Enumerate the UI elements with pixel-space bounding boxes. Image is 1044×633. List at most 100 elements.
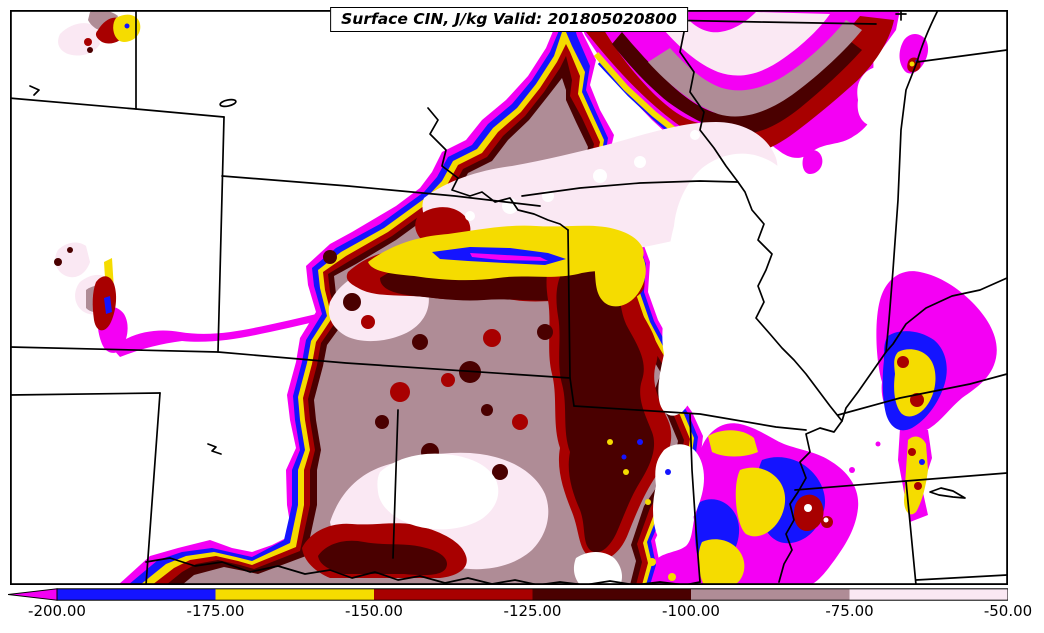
tn-spot: [897, 356, 909, 368]
east-yellow-lobe: [592, 237, 646, 307]
tn-tail-spot: [914, 482, 922, 490]
colorbar-outline: [56, 588, 1008, 601]
tn-tail-spot: [908, 448, 916, 456]
ar-drop1: [794, 494, 824, 532]
river-missouri: [427, 107, 569, 231]
border-ms-la: [915, 574, 1008, 581]
state-borders: [10, 10, 1008, 585]
border-ia-north: [659, 19, 877, 25]
outlying-features: [54, 10, 947, 585]
magenta-sliver: [470, 253, 548, 261]
map-canvas: [10, 10, 1008, 585]
white-central: [377, 453, 499, 530]
speck: [849, 467, 855, 473]
border-ky-tn: [837, 373, 1008, 416]
speck: [665, 469, 671, 475]
colorbar-segment: [215, 588, 374, 601]
colorbar-tick-label: -175.00: [186, 602, 245, 620]
spot: [492, 464, 508, 480]
border-nm-north: [10, 392, 161, 396]
spot: [483, 329, 501, 347]
small-lake: [219, 98, 237, 108]
river-ohio: [841, 277, 1008, 422]
co-crescent: [92, 276, 117, 331]
speck: [621, 454, 627, 460]
white-speck: [465, 211, 475, 221]
speck: [645, 499, 651, 505]
speck: [607, 439, 613, 445]
spot: [375, 415, 389, 429]
tn-spot: [910, 393, 924, 407]
speck: [668, 573, 676, 581]
ar-drop-core: [823, 517, 829, 523]
ar-yellow3: [708, 430, 758, 457]
border-co-north: [10, 97, 225, 118]
colorbar-segment: [849, 588, 1008, 601]
colorbar-segment: [532, 588, 691, 601]
colorbar-segment: [374, 588, 533, 601]
tn-tail-blue: [919, 459, 925, 465]
cin-white-holes: [377, 66, 906, 585]
co-dot: [54, 258, 62, 266]
colorbar-tick-label: -200.00: [28, 602, 86, 620]
colorbar: [8, 588, 1008, 601]
colorbar-tick-label: -100.00: [662, 602, 720, 620]
colorbar-tick-label: -75.00: [825, 602, 874, 620]
spot: [361, 315, 375, 329]
border-37n: [10, 346, 571, 379]
white-missouri-gap: [658, 153, 797, 416]
co-pale: [55, 242, 90, 278]
speck: [648, 558, 656, 566]
river-red: [145, 557, 701, 585]
spot: [390, 382, 410, 402]
lake-tip-blob-magenta: [899, 34, 929, 74]
white-speck: [690, 130, 700, 140]
ne-strip-pale-band: [664, 12, 830, 76]
border-tx-nm: [145, 392, 161, 585]
tn-tail-yellow: [904, 436, 928, 515]
white-speck: [634, 156, 646, 168]
border-mo-ar: [573, 405, 807, 431]
speck: [875, 441, 881, 447]
spot: [343, 293, 361, 311]
ar-yellow2: [698, 539, 745, 585]
plot-title-box: Surface CIN, J/kg Valid: 201805020800: [330, 7, 688, 32]
small-lake-3: [929, 487, 966, 499]
border-ok-ar: [689, 413, 701, 583]
speck: [623, 469, 629, 475]
ar-drop-core: [804, 504, 812, 512]
co-dot: [67, 247, 73, 253]
border-ia-mo: [521, 180, 739, 197]
plot-title: Surface CIN, J/kg Valid: 201805020800: [341, 10, 677, 28]
small-mark: [29, 85, 40, 96]
colorbar-tick-label: -125.00: [503, 602, 562, 620]
border-il-in: [885, 61, 918, 353]
colorbar-segment: [57, 588, 216, 601]
white-speck: [593, 169, 607, 183]
river-mississippi: [671, 10, 843, 583]
east-maroon-strip: [556, 261, 655, 553]
nw-blue-dot: [124, 23, 130, 29]
spot: [441, 373, 455, 387]
spot: [323, 250, 337, 264]
nw-dot: [84, 38, 92, 46]
blob-appendage: [802, 150, 823, 174]
spot: [412, 334, 428, 350]
lake-michigan-shore: [916, 10, 1008, 63]
ne-strip-mauve-band: [648, 20, 862, 117]
border-ms-al: [905, 480, 917, 585]
border-co-east: [217, 116, 225, 353]
co-blue: [104, 296, 112, 314]
spot: [512, 414, 528, 430]
ar-yellow1: [735, 467, 786, 537]
border-ks-mo: [567, 229, 575, 407]
laketip-yellow: [909, 61, 915, 67]
colorbar-extend-arrow: [8, 588, 58, 601]
small-lake-2: [207, 443, 222, 455]
colorbar-tick-label: -150.00: [345, 602, 403, 620]
white-bottom-gap: [573, 552, 622, 585]
cin-interior-features: [302, 207, 672, 578]
speck: [637, 439, 643, 445]
border-tx-100w: [392, 409, 399, 559]
colorbar-tick-labels: -200.00 -175.00 -150.00 -125.00 -100.00 -75.0…: [8, 602, 1032, 624]
